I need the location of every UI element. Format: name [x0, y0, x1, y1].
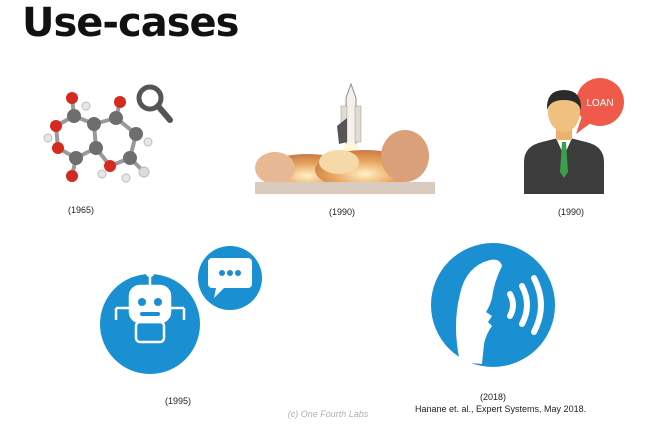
chat-bubble-icon	[208, 258, 252, 298]
businessman-icon	[524, 90, 604, 194]
speaking-head-icon	[431, 243, 555, 367]
slide-title: Use-cases	[22, 0, 239, 46]
citation-text: Hanane et. al., Expert Systems, May 2018…	[415, 404, 587, 414]
caption-1965: (1965)	[68, 205, 95, 215]
magnifier-icon	[136, 84, 173, 123]
rocket-launch-image	[255, 82, 435, 194]
caption-1990-loan: (1990)	[558, 207, 585, 217]
caption-2018: (2018)	[480, 392, 507, 402]
molecule-search-icon	[43, 84, 173, 183]
copyright-footer: (c) One Fourth Labs	[287, 409, 369, 419]
robot-icon	[114, 268, 186, 344]
svg-text:LOAN: LOAN	[586, 98, 613, 109]
loan-officer-icon: LOAN	[524, 78, 624, 194]
loan-speech-bubble-icon: LOAN	[576, 78, 624, 134]
chatbot-icon	[100, 246, 262, 374]
caption-1995: (1995)	[165, 396, 192, 406]
caption-1990-rocket: (1990)	[329, 207, 356, 217]
